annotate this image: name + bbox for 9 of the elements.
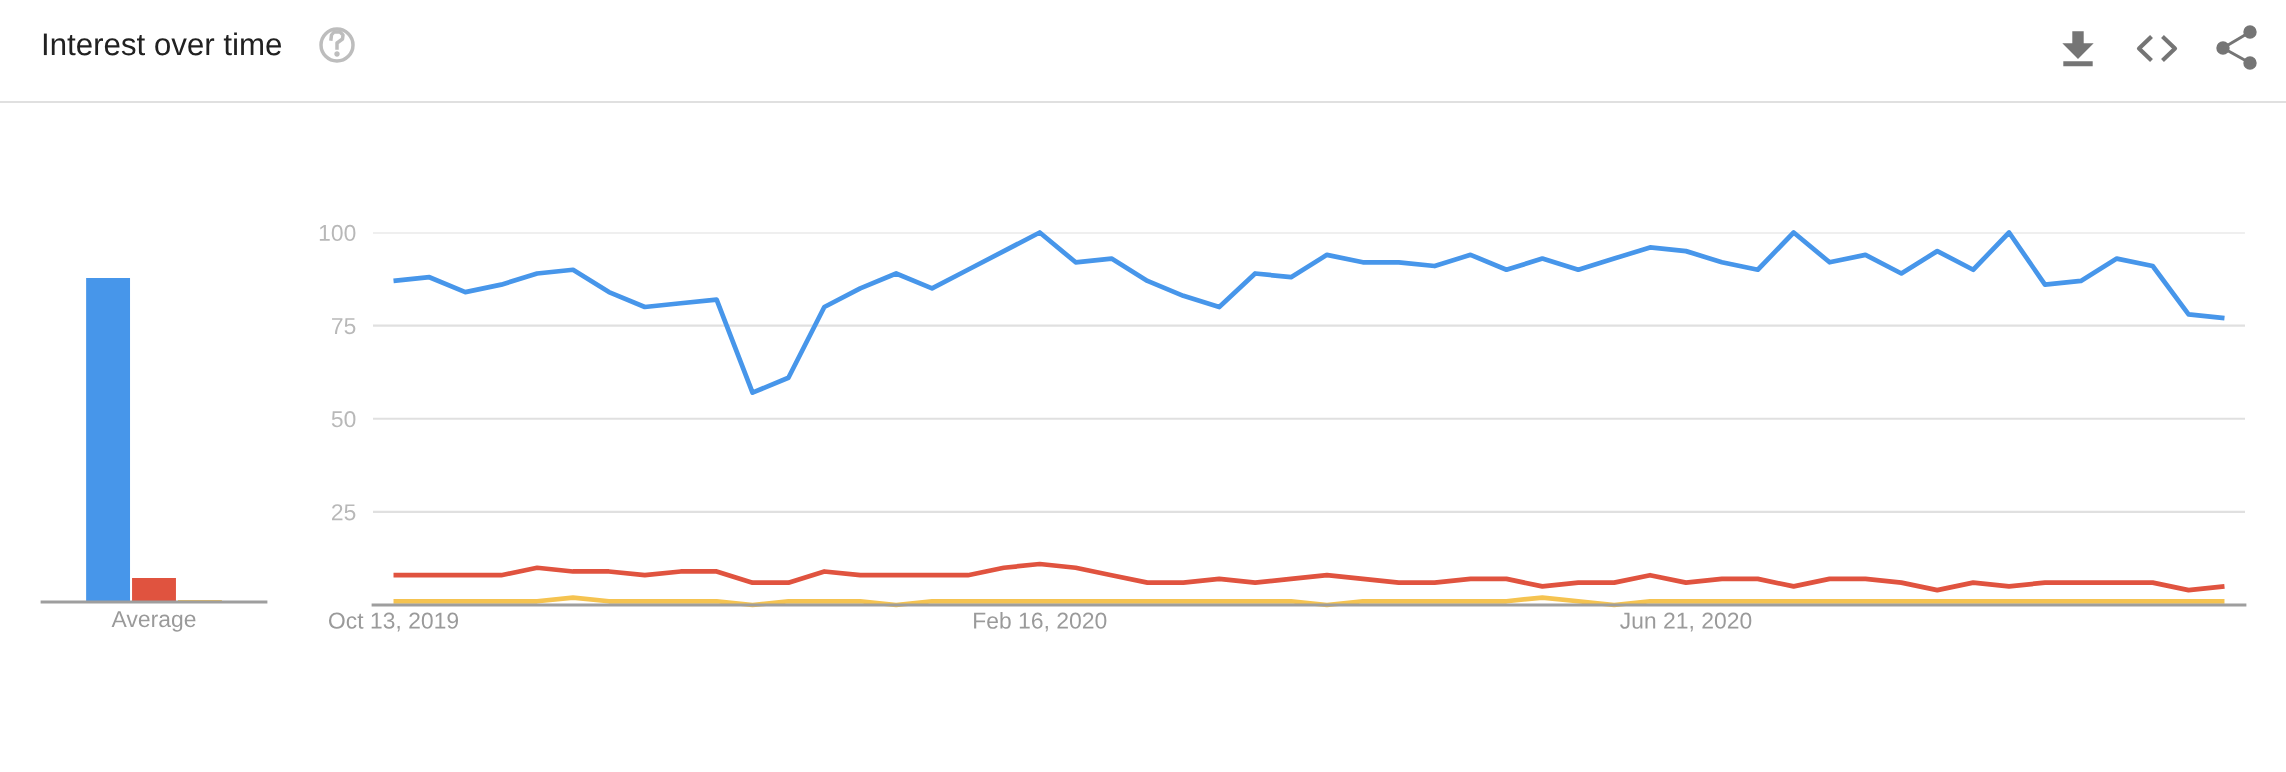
y-tick-label: 75 bbox=[332, 318, 356, 335]
x-tick-label: Average bbox=[111, 611, 196, 632]
y-tick-label: 25 bbox=[332, 504, 356, 521]
x-tick-label: Feb 16, 2020 bbox=[974, 611, 1107, 632]
chart-title: Interest over time bbox=[43, 32, 282, 56]
x-tick-label: Oct 13, 2019 bbox=[328, 612, 459, 632]
y-tick-label: 50 bbox=[331, 411, 356, 428]
y-tick-label: 100 bbox=[319, 224, 356, 242]
x-tick-label: Jun 21, 2020 bbox=[1620, 612, 1752, 632]
